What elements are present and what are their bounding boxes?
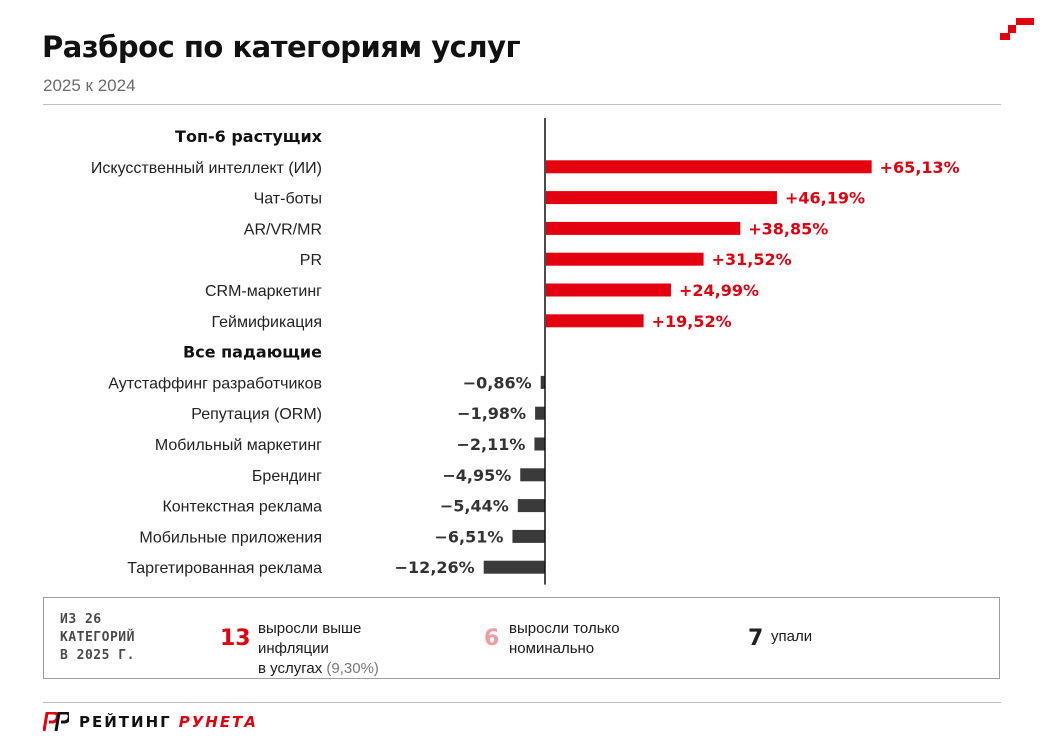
bar <box>546 283 671 297</box>
bar-chart: Топ-6 растущих Искусственный интеллект (И… <box>91 118 960 585</box>
stat-grew-nominally-number: 6 <box>484 626 500 651</box>
data-label: +38,85% <box>748 219 828 238</box>
category-label: Искусственный интеллект (ИИ) <box>91 160 322 177</box>
stat-fell-text: упали <box>771 627 812 647</box>
divider-top <box>43 104 1001 105</box>
data-label: +24,99% <box>679 281 759 300</box>
bar <box>546 252 704 266</box>
stat-text-line: в услугах <box>258 660 323 677</box>
stat-text-line: номинально <box>509 640 595 657</box>
summary-heading-line: ИЗ 26 <box>60 612 102 627</box>
data-label: +31,52% <box>712 250 792 269</box>
bar <box>520 468 545 482</box>
summary-heading-line: В 2025 Г. <box>60 648 135 663</box>
category-label: Брендинг <box>252 468 322 485</box>
bar <box>546 314 644 328</box>
data-label: +46,19% <box>785 189 865 208</box>
category-label: PR <box>300 252 322 269</box>
summary-box: ИЗ 26 КАТЕГОРИЙ В 2025 Г. 13 выросли выш… <box>43 597 1000 679</box>
group-heading: Все падающие <box>183 343 322 362</box>
category-label: CRM-маркетинг <box>205 283 322 300</box>
divider-bottom <box>43 702 1001 703</box>
bar <box>512 529 545 543</box>
bar <box>517 499 545 513</box>
stat-text-line: выросли только <box>509 620 620 637</box>
data-label: −6,51% <box>435 527 504 546</box>
category-label: Аутстаффинг разработчиков <box>108 375 322 392</box>
stat-grew-above-inflation-text: выросли выше инфляции в услугах (9,30%) <box>258 619 379 679</box>
data-label: +65,13% <box>880 158 960 177</box>
summary-heading: ИЗ 26 КАТЕГОРИЙ В 2025 Г. <box>60 611 135 665</box>
data-label: −4,95% <box>442 466 511 485</box>
category-label: Мобильные приложения <box>139 529 322 546</box>
brand-word-runet: РУНЕТА <box>178 713 258 731</box>
bar <box>534 437 545 451</box>
category-label: Мобильный маркетинг <box>155 437 322 454</box>
stat-fell-number: 7 <box>748 626 764 651</box>
stat-text-line: упали <box>771 628 813 645</box>
bar <box>483 560 545 574</box>
category-label: Репутация (ORM) <box>191 406 322 423</box>
data-label: −0,86% <box>463 373 532 392</box>
bar <box>535 406 545 420</box>
category-label: AR/VR/MR <box>244 221 322 238</box>
category-label: Чат-боты <box>254 191 322 208</box>
data-label: −12,26% <box>395 558 475 577</box>
brand-word-rating: РЕЙТИНГ <box>79 713 172 731</box>
group-heading: Топ-6 растущих <box>175 127 323 146</box>
rr-logo-icon <box>43 712 69 732</box>
data-label: −2,11% <box>457 435 526 454</box>
bar <box>546 191 777 205</box>
bar <box>546 160 872 174</box>
stat-text-line: выросли выше <box>258 620 362 637</box>
page-subtitle: 2025 к 2024 <box>43 76 136 95</box>
bar <box>540 375 545 389</box>
category-label: Таргетированная реклама <box>127 560 322 577</box>
data-label: −5,44% <box>440 497 509 516</box>
data-label: −1,98% <box>457 404 526 423</box>
page-title: Разброс по категориям услуг <box>42 30 521 64</box>
logo-mark-icon <box>1000 18 1034 42</box>
stat-grew-nominally-text: выросли только номинально <box>509 619 620 659</box>
stat-inflation-note: (9,30%) <box>326 660 379 677</box>
stat-grew-above-inflation-number: 13 <box>220 626 251 651</box>
brand-logo: РЕЙТИНГ РУНЕТА <box>43 711 258 733</box>
data-label: +19,52% <box>652 312 732 331</box>
category-label: Контекстная реклама <box>162 499 322 516</box>
stat-text-line: инфляции <box>258 640 329 657</box>
bar <box>546 221 741 235</box>
summary-heading-line: КАТЕГОРИЙ <box>60 630 135 645</box>
category-label: Геймификация <box>212 314 322 331</box>
